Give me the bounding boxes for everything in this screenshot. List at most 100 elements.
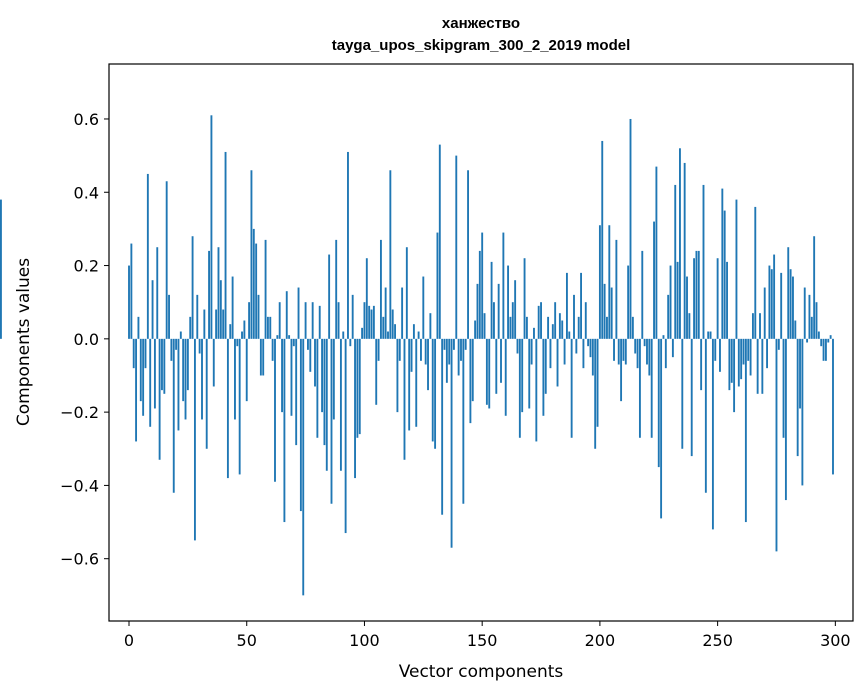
- bar: [259, 338, 262, 376]
- bar: [641, 250, 644, 339]
- bar: [542, 338, 545, 416]
- bar: [488, 338, 491, 409]
- bar: [212, 338, 215, 387]
- bar: [773, 254, 776, 339]
- bar: [528, 338, 531, 409]
- bar: [801, 338, 804, 486]
- bar: [255, 243, 258, 339]
- x-tick-label: 250: [702, 631, 733, 650]
- bar: [299, 338, 302, 512]
- bar: [142, 338, 145, 416]
- x-tick-label: 50: [237, 631, 257, 650]
- bar: [749, 338, 752, 376]
- bar: [551, 324, 554, 339]
- bar: [377, 338, 380, 361]
- bar: [328, 254, 331, 339]
- bar: [794, 320, 797, 339]
- bar: [153, 338, 156, 409]
- bar: [770, 269, 773, 339]
- bar: [657, 338, 660, 468]
- bar: [358, 338, 361, 435]
- bar: [215, 309, 218, 339]
- bar: [191, 236, 194, 339]
- bar: [813, 236, 816, 339]
- bar: [156, 247, 159, 339]
- bar: [292, 338, 295, 347]
- bar: [669, 265, 672, 339]
- bar: [177, 338, 180, 431]
- bar: [549, 338, 552, 369]
- bar: [777, 338, 780, 350]
- bar: [302, 338, 305, 596]
- bar: [375, 338, 378, 405]
- bar: [335, 239, 338, 339]
- bar: [229, 324, 232, 339]
- bar: [650, 338, 653, 438]
- bar: [182, 338, 185, 402]
- bar: [815, 302, 818, 339]
- bar: [226, 338, 229, 479]
- bar: [733, 338, 736, 413]
- bar: [424, 338, 427, 365]
- bar: [193, 338, 196, 541]
- bar: [471, 338, 474, 402]
- bar: [436, 232, 439, 339]
- y-tick-label: 0.4: [74, 183, 99, 202]
- bar: [398, 338, 401, 361]
- bar: [163, 338, 166, 394]
- bars-group: [0, 115, 834, 596]
- bar: [311, 302, 314, 339]
- bar: [0, 199, 2, 339]
- bar: [408, 338, 411, 431]
- bar: [323, 338, 326, 446]
- bar: [175, 338, 178, 350]
- bar: [431, 338, 434, 442]
- bar: [664, 338, 667, 369]
- bar: [149, 338, 152, 427]
- bar: [151, 280, 154, 339]
- bar: [799, 338, 801, 409]
- bar: [822, 338, 825, 361]
- bar: [570, 338, 573, 438]
- bar: [347, 151, 349, 339]
- bar: [820, 338, 823, 347]
- bar: [325, 338, 328, 471]
- bar: [429, 313, 432, 339]
- bar: [721, 188, 724, 339]
- bar: [674, 184, 677, 339]
- bar: [245, 338, 248, 402]
- bar: [396, 338, 399, 413]
- bar: [495, 338, 498, 394]
- bar: [467, 170, 469, 339]
- bar: [485, 338, 488, 405]
- bar: [693, 258, 696, 339]
- bar: [316, 338, 319, 438]
- bar: [631, 316, 634, 339]
- bar: [806, 338, 809, 343]
- bar: [589, 338, 592, 358]
- bar: [403, 338, 406, 460]
- y-tick-label: −0.6: [60, 550, 99, 569]
- bar: [410, 338, 413, 372]
- bar: [832, 338, 834, 475]
- bar: [768, 265, 771, 339]
- bar: [438, 144, 441, 339]
- bar: [810, 316, 813, 339]
- bar: [690, 338, 693, 457]
- bar: [269, 316, 272, 339]
- bar: [196, 294, 199, 339]
- bar: [716, 258, 719, 339]
- bar: [516, 338, 519, 354]
- bar: [563, 338, 566, 365]
- bar: [370, 309, 373, 339]
- bar: [493, 302, 495, 339]
- bar: [523, 258, 526, 339]
- bar: [441, 338, 444, 515]
- bar: [740, 338, 743, 380]
- chart-subtitle: tayga_upos_skipgram_300_2_2019 model: [332, 37, 631, 54]
- bar: [415, 338, 418, 427]
- bar: [817, 331, 820, 339]
- bar: [135, 338, 138, 442]
- bar: [714, 338, 717, 361]
- bar: [342, 331, 345, 339]
